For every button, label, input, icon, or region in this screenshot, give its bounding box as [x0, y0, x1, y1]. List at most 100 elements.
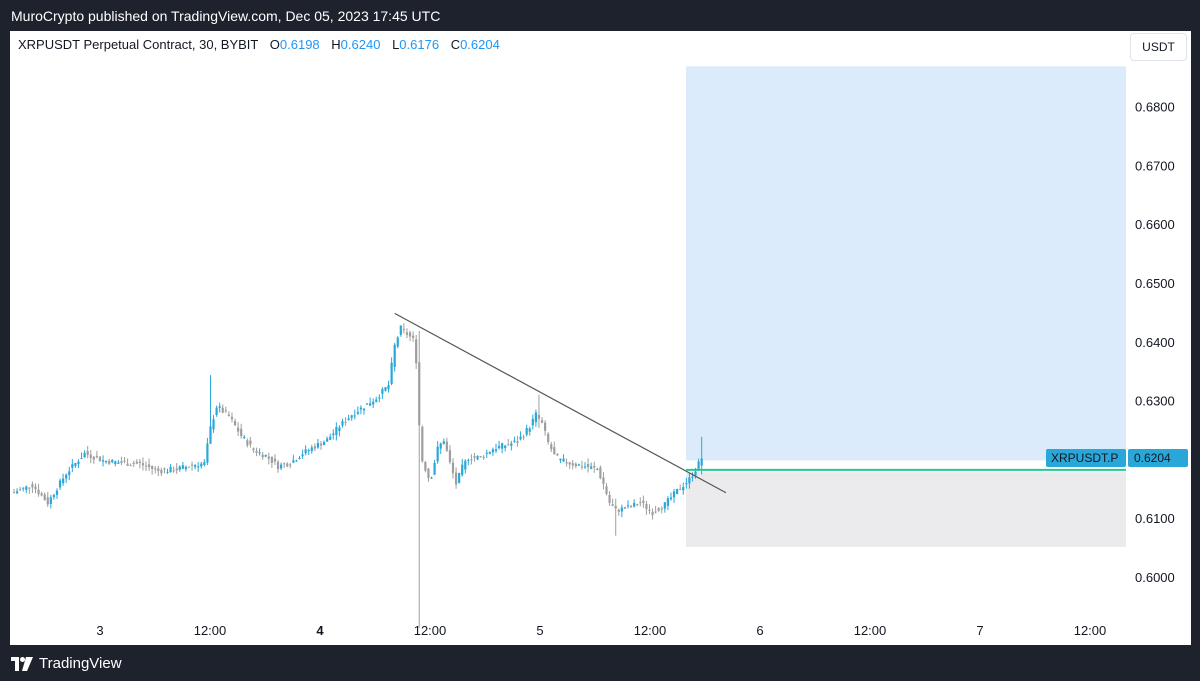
- candle: [347, 414, 350, 421]
- chart-overlays: [394, 312, 1126, 494]
- candle-body: [298, 457, 301, 459]
- candle: [390, 357, 393, 386]
- candle: [310, 444, 313, 454]
- candle-body: [424, 461, 427, 471]
- candle-body: [55, 490, 59, 495]
- candle-body: [19, 489, 22, 491]
- candle-body: [77, 461, 80, 465]
- candle: [197, 462, 200, 472]
- candle-body: [194, 465, 197, 467]
- price-axis[interactable]: 0.69000.68000.67000.66000.65000.64000.63…: [1135, 41, 1175, 585]
- candle: [338, 425, 341, 437]
- candle-body: [135, 461, 138, 464]
- position-zones: [686, 66, 1126, 547]
- candle: [586, 458, 590, 473]
- candle: [322, 440, 326, 446]
- candle-body: [408, 332, 412, 337]
- candle: [362, 408, 366, 415]
- candle-body: [319, 443, 323, 446]
- candle-body: [335, 426, 338, 436]
- candle: [270, 456, 273, 468]
- candle-body: [467, 459, 470, 461]
- candle: [633, 499, 636, 508]
- candle: [233, 418, 237, 426]
- candle-body: [504, 445, 507, 449]
- candle: [580, 460, 584, 470]
- candle-body: [375, 399, 378, 402]
- candle: [95, 450, 98, 459]
- open-value: 0.6198: [279, 37, 320, 52]
- footer-bar: TradingView: [0, 645, 1200, 681]
- candle: [442, 438, 445, 445]
- candle: [77, 459, 80, 469]
- candle-body: [184, 466, 188, 470]
- candle-body: [608, 495, 611, 503]
- candle: [596, 467, 599, 471]
- candle-body: [356, 411, 359, 414]
- candle-body: [369, 403, 372, 406]
- time-tick-label: 7: [976, 623, 983, 638]
- candle: [206, 437, 209, 465]
- candle-body: [255, 450, 258, 453]
- candle: [672, 488, 676, 503]
- candle: [648, 504, 651, 514]
- target-zone[interactable]: [686, 66, 1126, 461]
- candle: [507, 439, 510, 446]
- candle-body: [273, 458, 277, 462]
- candle: [461, 458, 464, 477]
- candle: [445, 437, 448, 452]
- candle-body: [95, 455, 98, 458]
- candle-body: [362, 408, 366, 411]
- candle-body: [682, 487, 685, 491]
- low-label: L: [392, 37, 400, 52]
- candle: [583, 462, 587, 469]
- candle: [519, 431, 522, 441]
- price-tick-label: 0.6500: [1135, 276, 1175, 291]
- currency-button[interactable]: USDT: [1130, 33, 1187, 61]
- candle-body: [301, 454, 304, 457]
- candle-body: [519, 436, 522, 440]
- time-axis[interactable]: 3 12:00 4 12:00 5 12:00 6 12:00 7 12:00: [96, 623, 1106, 638]
- candle-body: [68, 471, 71, 476]
- candle-body: [286, 463, 289, 467]
- stop-zone[interactable]: [686, 472, 1126, 547]
- candle-body: [586, 463, 590, 468]
- candle-body: [62, 478, 65, 484]
- candle-body: [415, 339, 418, 364]
- trendline[interactable]: [394, 312, 727, 494]
- candle-body: [513, 440, 516, 443]
- candle: [255, 447, 258, 457]
- candle: [393, 342, 396, 372]
- candle: [534, 409, 537, 427]
- candle: [458, 472, 461, 484]
- candle-body: [464, 460, 467, 470]
- candle: [614, 498, 617, 536]
- candle: [516, 435, 519, 447]
- candle: [473, 452, 476, 462]
- candle-body: [479, 455, 482, 457]
- candle-body: [577, 464, 580, 466]
- candle: [120, 456, 123, 466]
- candle-body: [412, 335, 415, 338]
- symbol-title[interactable]: XRPUSDT Perpetual Contract, 30, BYBIT: [18, 37, 259, 52]
- candle: [273, 454, 277, 465]
- tradingview-brand[interactable]: TradingView: [11, 655, 122, 672]
- candle-body: [458, 472, 461, 483]
- candle-body: [531, 418, 534, 426]
- candle-body: [86, 451, 89, 455]
- price-chart[interactable]: 0.69000.68000.67000.66000.65000.64000.63…: [10, 31, 1191, 645]
- candle: [138, 458, 141, 469]
- publish-bar: MuroCrypto published on TradingView.com,…: [0, 0, 1200, 31]
- candle: [663, 501, 666, 513]
- candle: [464, 459, 467, 474]
- candle-body: [270, 456, 273, 463]
- candle: [283, 462, 286, 468]
- candle-body: [187, 466, 191, 468]
- candle-body: [350, 415, 353, 418]
- low-value: 0.6176: [399, 37, 440, 52]
- candle: [92, 455, 95, 464]
- candle: [49, 494, 52, 509]
- candle-body: [292, 460, 295, 463]
- candle-body: [58, 480, 62, 488]
- candle: [448, 445, 452, 465]
